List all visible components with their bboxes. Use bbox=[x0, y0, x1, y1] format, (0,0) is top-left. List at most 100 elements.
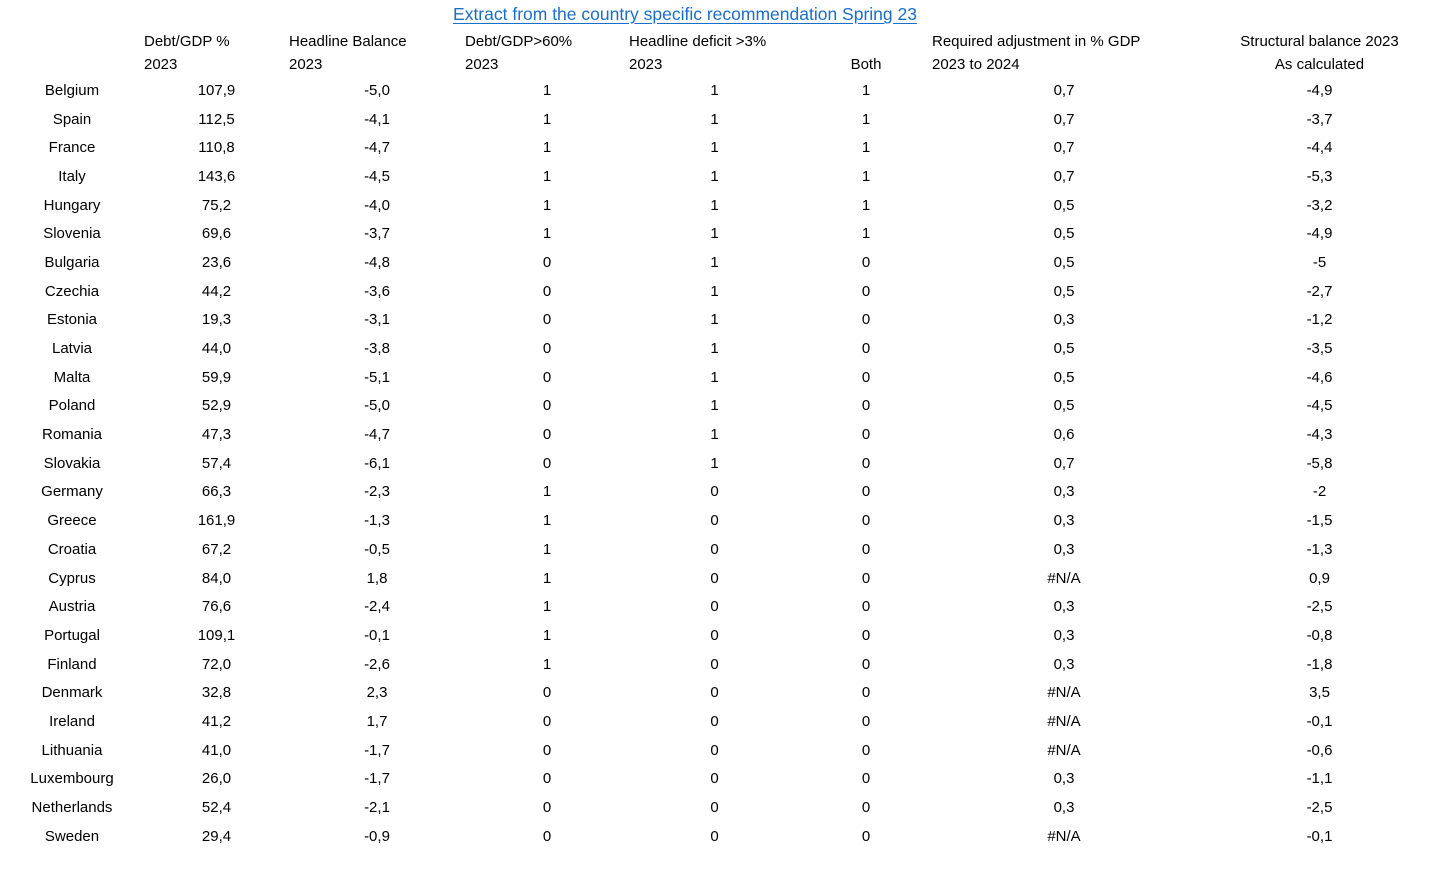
cell-debt-gdp: 47,3 bbox=[201, 426, 232, 444]
cell-both: 0 bbox=[861, 712, 871, 730]
cell-headline-balance: 1,8 bbox=[366, 569, 388, 587]
col-header-headline-balance: Headline Balance 2023 bbox=[289, 30, 465, 76]
table-body: Belgium 107,9 -5,0 1 1 1 0,7 -4,9 Spain 112,5 -4,1… bbox=[0, 76, 1443, 851]
table-row: Cyprus 84,0 1,8 1 0 0 #N/A 0,9 bbox=[0, 564, 1443, 593]
table-row: Poland 52,9 -5,0 0 1 0 0,5 -4,5 bbox=[0, 392, 1443, 421]
cell-both: 0 bbox=[861, 512, 871, 530]
cell-required-adjustment: 0,3 bbox=[1053, 311, 1075, 329]
cell-country: Belgium bbox=[44, 81, 100, 99]
cell-deficit-gt-3: 1 bbox=[710, 225, 719, 243]
cell-headline-balance: -4,0 bbox=[364, 196, 390, 214]
column-header-line: 2023 bbox=[144, 56, 178, 73]
cell-country: Sweden bbox=[44, 827, 100, 845]
cell-headline-balance: -3,7 bbox=[364, 225, 390, 243]
cell-debt-gdp: 112,5 bbox=[198, 110, 235, 128]
cell-country: Portugal bbox=[44, 626, 100, 644]
cell-both: 0 bbox=[861, 741, 871, 759]
cell-debt-gt-60: 0 bbox=[542, 799, 552, 817]
cell-headline-balance: -3,1 bbox=[364, 311, 390, 329]
cell-debt-gdp: 69,6 bbox=[201, 225, 232, 243]
cell-headline-balance: -4,7 bbox=[364, 139, 390, 157]
cell-debt-gdp: 26,0 bbox=[201, 770, 232, 788]
cell-both: 0 bbox=[861, 253, 871, 271]
cell-headline-balance: -3,6 bbox=[364, 282, 390, 300]
cell-country: Netherlands bbox=[31, 799, 113, 817]
title-link[interactable]: Extract from the country specific recomm… bbox=[453, 4, 917, 24]
cell-debt-gt-60: 0 bbox=[542, 454, 552, 472]
cell-headline-balance: -5,1 bbox=[364, 368, 390, 386]
table-row: Spain 112,5 -4,1 1 1 1 0,7 -3,7 bbox=[0, 105, 1443, 134]
cell-required-adjustment: 0,3 bbox=[1053, 540, 1075, 558]
table-row: Greece 161,9 -1,3 1 0 0 0,3 -1,5 bbox=[0, 506, 1443, 535]
cell-headline-balance: 1,7 bbox=[366, 712, 388, 730]
cell-required-adjustment: 0,5 bbox=[1053, 282, 1075, 300]
cell-debt-gt-60: 0 bbox=[542, 770, 552, 788]
cell-deficit-gt-3: 0 bbox=[710, 799, 719, 817]
cell-structural-balance: -5 bbox=[1312, 253, 1327, 271]
cell-deficit-gt-3: 0 bbox=[710, 684, 719, 702]
cell-headline-balance: -1,3 bbox=[364, 512, 390, 530]
cell-debt-gdp: 107,9 bbox=[197, 81, 236, 99]
cell-debt-gt-60: 0 bbox=[542, 426, 552, 444]
cell-deficit-gt-3: 0 bbox=[710, 483, 719, 501]
column-header-line bbox=[0, 30, 144, 53]
table-row: Denmark 32,8 2,3 0 0 0 #N/A 3,5 bbox=[0, 678, 1443, 707]
cell-deficit-gt-3: 1 bbox=[710, 340, 719, 358]
cell-required-adjustment: 0,5 bbox=[1053, 368, 1075, 386]
cell-required-adjustment: 0,3 bbox=[1053, 799, 1075, 817]
col-header-structural-balance: Structural balance 2023 As calculated bbox=[1196, 30, 1443, 76]
cell-country: Bulgaria bbox=[44, 253, 100, 271]
cell-debt-gt-60: 1 bbox=[542, 598, 552, 616]
col-header-debt-gdp: Debt/GDP % 2023 bbox=[144, 30, 289, 76]
title-bar: Extract from the country specific recomm… bbox=[0, 0, 1370, 30]
cell-country: Poland bbox=[48, 397, 96, 415]
cell-both: 1 bbox=[861, 225, 871, 243]
table-row: Croatia 67,2 -0,5 1 0 0 0,3 -1,3 bbox=[0, 535, 1443, 564]
table-row: Italy 143,6 -4,5 1 1 1 0,7 -5,3 bbox=[0, 162, 1443, 191]
column-header-line: Debt/GDP % bbox=[144, 33, 230, 50]
cell-debt-gt-60: 1 bbox=[542, 167, 552, 185]
cell-country: Latvia bbox=[51, 340, 93, 358]
table-row: Estonia 19,3 -3,1 0 1 0 0,3 -1,2 bbox=[0, 306, 1443, 335]
cell-country: Italy bbox=[58, 167, 86, 185]
cell-headline-balance: -4,5 bbox=[364, 167, 390, 185]
cell-headline-balance: 2,3 bbox=[366, 684, 388, 702]
cell-structural-balance: -0,8 bbox=[1306, 626, 1333, 644]
cell-debt-gdp: 84,0 bbox=[201, 569, 232, 587]
column-header-line: Headline deficit >3% bbox=[629, 33, 767, 50]
cell-debt-gt-60: 1 bbox=[542, 626, 552, 644]
cell-headline-balance: -5,0 bbox=[364, 397, 390, 415]
cell-both: 0 bbox=[861, 540, 871, 558]
cell-structural-balance: -4,9 bbox=[1306, 225, 1333, 243]
cell-required-adjustment: 0,3 bbox=[1053, 655, 1075, 673]
cell-required-adjustment: 0,3 bbox=[1053, 483, 1075, 501]
cell-both: 0 bbox=[861, 827, 871, 845]
cell-headline-balance: -3,8 bbox=[364, 340, 390, 358]
column-header-line: Required adjustment in % GDP bbox=[932, 33, 1141, 50]
cell-deficit-gt-3: 0 bbox=[710, 741, 719, 759]
cell-both: 1 bbox=[861, 196, 871, 214]
cell-structural-balance: -1,5 bbox=[1306, 512, 1333, 530]
cell-structural-balance: -1,1 bbox=[1306, 770, 1333, 788]
header-row: Debt/GDP % 2023 Headline Balance 2023 De… bbox=[0, 30, 1443, 76]
cell-structural-balance: -5,8 bbox=[1306, 454, 1333, 472]
cell-headline-balance: -1,7 bbox=[364, 741, 390, 759]
cell-required-adjustment: 0,3 bbox=[1053, 626, 1075, 644]
cell-both: 0 bbox=[861, 397, 871, 415]
cell-headline-balance: -2,4 bbox=[364, 598, 390, 616]
cell-debt-gdp: 67,2 bbox=[201, 540, 232, 558]
cell-required-adjustment: 0,7 bbox=[1053, 167, 1075, 185]
cell-deficit-gt-3: 1 bbox=[710, 426, 719, 444]
cell-structural-balance: -1,3 bbox=[1306, 540, 1333, 558]
cell-deficit-gt-3: 0 bbox=[710, 770, 719, 788]
cell-required-adjustment: 0,5 bbox=[1053, 225, 1075, 243]
cell-structural-balance: -4,3 bbox=[1306, 426, 1333, 444]
cell-debt-gt-60: 1 bbox=[542, 512, 552, 530]
cell-both: 0 bbox=[861, 454, 871, 472]
cell-debt-gdp: 44,0 bbox=[201, 340, 232, 358]
table-row: Austria 76,6 -2,4 1 0 0 0,3 -2,5 bbox=[0, 592, 1443, 621]
cell-headline-balance: -0,1 bbox=[364, 626, 390, 644]
cell-debt-gdp: 76,6 bbox=[201, 598, 232, 616]
cell-country: Romania bbox=[41, 426, 103, 444]
cell-headline-balance: -4,7 bbox=[364, 426, 390, 444]
